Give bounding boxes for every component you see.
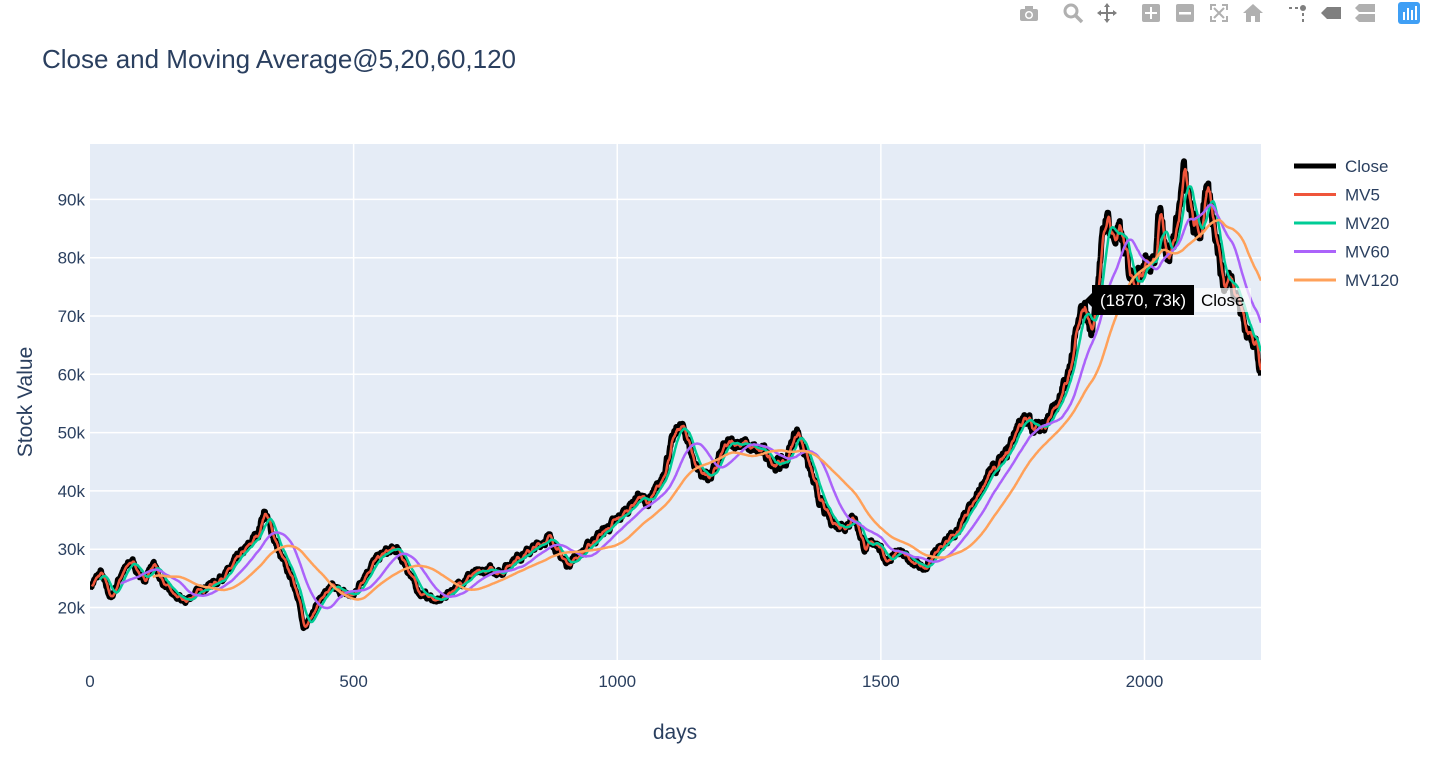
legend-item-mv120[interactable]: MV120 (1294, 271, 1399, 290)
plotly-logo-icon (1398, 2, 1420, 24)
zoom-out-button[interactable] (1169, 0, 1201, 26)
legend-item-mv5[interactable]: MV5 (1294, 186, 1380, 205)
x-axis: 0 500 1000 1500 2000 (85, 672, 1163, 691)
y-tick-label: 90k (58, 190, 86, 209)
plotly-logo-button[interactable] (1393, 0, 1425, 26)
series-layer (90, 158, 1261, 632)
series-line-mv5[interactable] (90, 167, 1261, 628)
plot-area[interactable] (90, 144, 1261, 660)
hover-closest-icon (1321, 7, 1341, 19)
x-tick-label: 0 (85, 672, 94, 691)
zoom-out-icon (1176, 4, 1194, 22)
camera-icon (1020, 6, 1038, 21)
legend-label: MV5 (1345, 186, 1380, 205)
hover-compare-button[interactable] (1349, 0, 1381, 26)
autoscale-icon (1210, 4, 1228, 22)
series-line-mv20[interactable] (98, 185, 1261, 624)
x-tick-label: 1500 (862, 672, 900, 691)
hover-value: (1870, 73k) (1100, 291, 1186, 310)
y-tick-label: 70k (58, 307, 86, 326)
home-icon (1243, 4, 1263, 22)
zoom-in-icon (1142, 4, 1160, 22)
y-tick-label: 40k (58, 482, 86, 501)
modebar (1013, 0, 1425, 26)
legend-item-mv20[interactable]: MV20 (1294, 214, 1389, 233)
legend-label: Close (1345, 157, 1388, 176)
x-tick-label: 500 (339, 672, 367, 691)
legend-label: MV60 (1345, 243, 1389, 262)
hover-closest-button[interactable] (1315, 0, 1347, 26)
legend-item-mv60[interactable]: MV60 (1294, 243, 1389, 262)
x-tick-label: 1000 (598, 672, 636, 691)
zoom-icon (1063, 3, 1084, 24)
hover-tooltip: (1870, 73k) Close (1085, 285, 1251, 315)
home-button[interactable] (1237, 0, 1269, 26)
hover-compare-icon (1355, 4, 1375, 22)
hover-box-body (1092, 285, 1194, 315)
chart-title: Close and Moving Average@5,20,60,120 (42, 44, 517, 74)
y-axis-title: Stock Value (14, 347, 37, 458)
x-axis-title: days (653, 721, 697, 744)
y-axis: 20k 30k 40k 50k 60k 70k 80k 90k (58, 190, 86, 617)
y-tick-label: 20k (58, 599, 86, 618)
autoscale-button[interactable] (1203, 0, 1235, 26)
pan-button[interactable] (1091, 0, 1123, 26)
y-tick-label: 50k (58, 424, 86, 443)
series-line-mv60[interactable] (120, 203, 1261, 610)
legend-label: MV20 (1345, 214, 1389, 233)
y-tick-label: 80k (58, 249, 86, 268)
x-tick-label: 2000 (1126, 672, 1164, 691)
y-tick-label: 30k (58, 540, 86, 559)
pan-icon (1097, 3, 1117, 23)
hover-series-name: Close (1201, 291, 1244, 310)
spike-lines-icon (1289, 5, 1306, 22)
legend-item-close[interactable]: Close (1294, 157, 1388, 176)
spike-lines-button[interactable] (1281, 0, 1313, 26)
series-line-mv120[interactable] (152, 218, 1261, 601)
hover-label-bg (1195, 288, 1251, 312)
legend-label: MV120 (1345, 271, 1399, 290)
zoom-in-button[interactable] (1135, 0, 1167, 26)
zoom-button[interactable] (1057, 0, 1089, 26)
camera-button[interactable] (1013, 0, 1045, 26)
y-tick-label: 60k (58, 365, 86, 384)
legend: Close MV5 MV20 MV60 MV120 (1294, 157, 1399, 290)
